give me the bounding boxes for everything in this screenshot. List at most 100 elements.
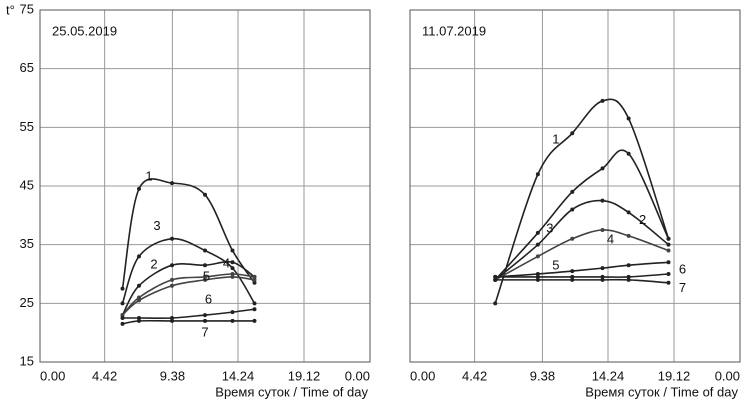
marker bbox=[570, 269, 575, 274]
marker bbox=[252, 301, 257, 306]
marker bbox=[230, 310, 235, 315]
x-tick-label: 14.24 bbox=[592, 368, 625, 383]
marker bbox=[493, 301, 498, 306]
marker bbox=[203, 248, 207, 253]
series-label: 2 bbox=[150, 257, 157, 272]
y-tick-label: 45 bbox=[20, 177, 34, 192]
x-tick-label: 19.12 bbox=[658, 368, 691, 383]
marker bbox=[203, 318, 207, 323]
marker bbox=[666, 236, 671, 241]
marker bbox=[203, 192, 207, 197]
x-axis-label: Время суток / Time of day bbox=[215, 384, 368, 399]
y-tick-label: 65 bbox=[20, 60, 34, 75]
line bbox=[495, 278, 669, 284]
marker bbox=[535, 272, 540, 276]
marker bbox=[137, 295, 141, 300]
marker bbox=[203, 313, 207, 318]
marker bbox=[570, 236, 575, 241]
marker bbox=[666, 272, 671, 276]
marker bbox=[600, 274, 605, 279]
marker bbox=[666, 260, 671, 265]
marker bbox=[535, 277, 540, 282]
line bbox=[121, 237, 256, 304]
series-label: 7 bbox=[201, 324, 208, 339]
marker bbox=[203, 277, 207, 282]
marker bbox=[666, 242, 671, 247]
x-tick-label: 4.42 bbox=[92, 368, 117, 383]
marker bbox=[170, 181, 174, 186]
marker bbox=[600, 198, 605, 203]
marker bbox=[535, 230, 540, 235]
marker bbox=[230, 260, 235, 265]
series-label: 4 bbox=[607, 231, 614, 246]
x-tick-label: 0.00 bbox=[345, 368, 370, 383]
marker bbox=[120, 301, 125, 306]
marker bbox=[570, 207, 575, 212]
x-tick-label: 0.00 bbox=[410, 368, 435, 383]
marker bbox=[600, 166, 605, 171]
plot-frame bbox=[39, 9, 371, 363]
marker bbox=[137, 254, 141, 259]
chart-title: 11.07.2019 bbox=[422, 23, 486, 38]
marker bbox=[252, 277, 257, 282]
marker bbox=[535, 254, 540, 259]
marker bbox=[137, 298, 141, 303]
y-tick-label: 55 bbox=[20, 119, 34, 134]
marker bbox=[137, 316, 141, 320]
x-tick-label: 14.24 bbox=[222, 368, 255, 383]
marker bbox=[535, 172, 540, 177]
marker bbox=[170, 263, 174, 268]
marker bbox=[570, 277, 575, 282]
series-label: 3 bbox=[546, 220, 553, 235]
marker bbox=[230, 274, 235, 279]
line bbox=[495, 261, 669, 278]
line bbox=[122, 308, 255, 320]
x-tick-label: 19.12 bbox=[288, 368, 321, 383]
y-tick-label: 15 bbox=[20, 353, 34, 368]
marker bbox=[570, 189, 575, 194]
marker bbox=[230, 318, 235, 323]
marker bbox=[170, 318, 174, 323]
marker bbox=[252, 274, 257, 279]
marker bbox=[252, 307, 257, 312]
marker bbox=[666, 248, 671, 253]
x-axis-label: Время суток / Time of day bbox=[585, 384, 738, 399]
marker bbox=[600, 266, 605, 271]
line bbox=[494, 229, 669, 281]
series-label: 1 bbox=[145, 168, 152, 183]
y-tick-label: 75 bbox=[20, 1, 34, 16]
marker bbox=[570, 131, 575, 136]
marker bbox=[230, 248, 235, 253]
x-tick-label: 9.38 bbox=[160, 368, 185, 383]
line bbox=[122, 319, 255, 325]
x-tick-label: 0.00 bbox=[715, 368, 740, 383]
x-tick-label: 4.42 bbox=[462, 368, 487, 383]
marker bbox=[600, 98, 605, 103]
y-tick-label: 25 bbox=[20, 295, 34, 310]
marker bbox=[626, 263, 631, 268]
y-axis-label: t° bbox=[6, 2, 15, 17]
marker bbox=[535, 242, 540, 247]
marker bbox=[203, 263, 207, 268]
series-label: 7 bbox=[679, 280, 686, 295]
x-tick-label: 0.00 bbox=[40, 368, 65, 383]
marker bbox=[626, 210, 631, 215]
line bbox=[121, 276, 255, 316]
marker bbox=[137, 318, 141, 323]
marker bbox=[626, 233, 631, 238]
marker bbox=[600, 277, 605, 282]
marker bbox=[230, 272, 235, 276]
marker bbox=[203, 274, 207, 279]
marker bbox=[626, 277, 631, 282]
marker bbox=[120, 313, 125, 318]
marker bbox=[535, 274, 540, 279]
marker bbox=[626, 151, 631, 156]
line bbox=[121, 273, 255, 316]
y-tick-label: 35 bbox=[20, 236, 34, 251]
marker bbox=[600, 228, 605, 232]
chart-title: 25.05.2019 bbox=[52, 23, 117, 38]
marker bbox=[170, 316, 174, 320]
marker bbox=[120, 286, 125, 291]
